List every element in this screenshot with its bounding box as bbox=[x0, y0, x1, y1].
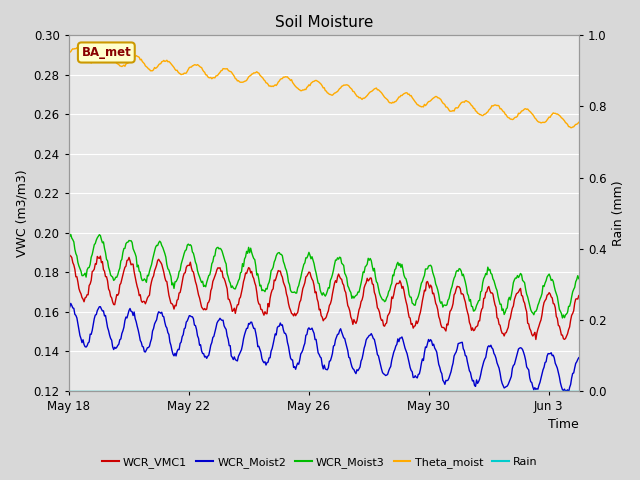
Title: Soil Moisture: Soil Moisture bbox=[275, 15, 373, 30]
Y-axis label: Rain (mm): Rain (mm) bbox=[612, 180, 625, 246]
Text: BA_met: BA_met bbox=[81, 46, 131, 59]
Legend: WCR_VMC1, WCR_Moist2, WCR_Moist3, Theta_moist, Rain: WCR_VMC1, WCR_Moist2, WCR_Moist3, Theta_… bbox=[97, 452, 543, 472]
Y-axis label: VWC (m3/m3): VWC (m3/m3) bbox=[15, 169, 28, 257]
X-axis label: Time: Time bbox=[548, 419, 579, 432]
